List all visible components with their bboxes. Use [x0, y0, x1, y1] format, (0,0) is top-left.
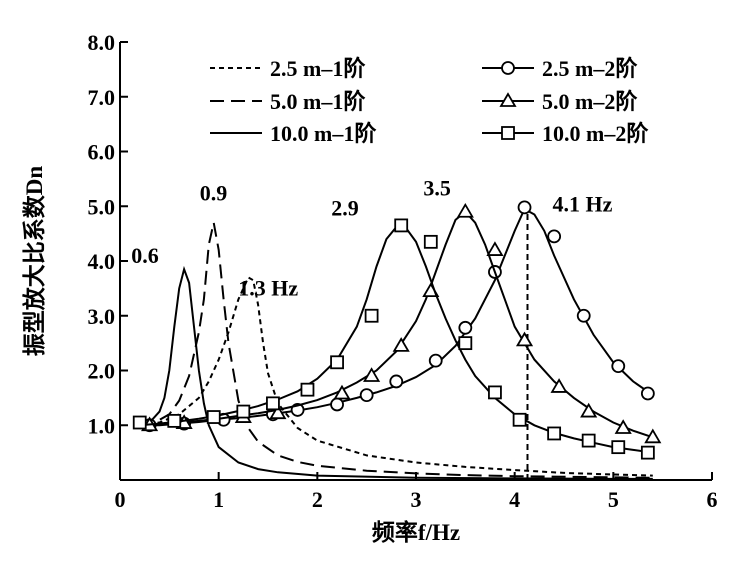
series-2: [139, 222, 653, 479]
circle-marker: [458, 320, 473, 335]
x-tick-label: 2: [312, 487, 323, 512]
series-line: [139, 275, 653, 477]
axes: 0 1 2 3 4 5 6 1.0 2.0 3.0 4.0 5.0 6.0 7.0 8.0: [88, 30, 718, 512]
legend-item: 10.0 m–1阶: [210, 121, 377, 146]
square-marker: [132, 415, 147, 430]
triangle-marker: [456, 202, 474, 218]
square-marker: [640, 445, 655, 460]
series-5: [139, 202, 662, 444]
legend-label: 10.0 m–2阶: [542, 121, 649, 146]
series-3: [139, 265, 653, 480]
annotation-label: 0.6: [131, 243, 159, 268]
y-tick-label: 4.0: [88, 249, 116, 274]
y-tick-label: 3.0: [88, 304, 116, 329]
x-tick-label: 3: [411, 487, 422, 512]
square-marker: [423, 234, 438, 249]
legend-label: 10.0 m–1阶: [270, 121, 377, 146]
square-marker: [458, 336, 473, 351]
legend-item: 5.0 m–2阶: [482, 89, 638, 114]
legend-item: 5.0 m–1阶: [210, 89, 366, 114]
square-marker: [266, 396, 280, 411]
legend-item: 10.0 m–2阶: [482, 121, 649, 146]
legend-circle-marker: [501, 61, 515, 75]
square-marker: [512, 412, 527, 427]
legend-label: 2.5 m–1阶: [270, 56, 366, 81]
series-1: [139, 275, 653, 477]
square-marker: [488, 385, 502, 400]
circle-marker: [611, 359, 626, 374]
x-tick-label: 0: [115, 487, 126, 512]
square-marker: [236, 404, 251, 419]
square-marker: [300, 382, 315, 397]
triangle-marker: [269, 404, 287, 420]
series-line: [139, 265, 653, 480]
annotation-label: 3.5: [423, 176, 451, 201]
circle-marker: [359, 388, 374, 403]
circle-marker: [576, 308, 591, 323]
series-line: [139, 207, 654, 427]
y-tick-label: 2.0: [88, 359, 116, 384]
square-marker: [611, 440, 626, 455]
legend-label: 2.5 m–2阶: [542, 56, 638, 81]
legend-square-marker: [501, 126, 515, 140]
triangle-marker: [486, 241, 504, 256]
legend-label: 5.0 m–1阶: [270, 89, 366, 114]
square-marker: [206, 410, 221, 424]
x-tick-label: 5: [608, 487, 619, 512]
y-tick-label: 7.0: [88, 85, 116, 110]
square-marker: [364, 308, 379, 323]
annotations-group: 0.6 0.9 1.3 Hz 2.9 3.5 4.1 Hz: [131, 176, 612, 301]
triangle-marker: [392, 337, 410, 352]
square-marker: [394, 218, 409, 233]
annotation-label: 4.1 Hz: [553, 191, 613, 216]
annotation-label: 0.9: [200, 181, 228, 206]
triangle-marker: [580, 402, 598, 418]
circle-marker: [330, 397, 344, 412]
circle-marker: [640, 386, 655, 401]
square-marker: [547, 426, 562, 441]
triangle-marker: [550, 378, 568, 393]
y-tick-label: 5.0: [88, 194, 116, 219]
x-axis-label: 频率f/Hz: [372, 519, 460, 545]
legend-item: 2.5 m–2阶: [482, 56, 638, 81]
y-axis-label: 振型放大比系数Dn: [21, 166, 47, 357]
legend-triangle-marker: [499, 92, 517, 107]
square-marker: [167, 413, 182, 428]
y-tick-label: 6.0: [88, 140, 116, 165]
y-tick-label: 8.0: [88, 30, 116, 55]
x-tick-label: 6: [707, 487, 718, 512]
circle-marker: [389, 374, 404, 389]
y-tick-label: 1.0: [88, 413, 116, 438]
series-line: [139, 210, 654, 439]
legend-label: 5.0 m–2阶: [542, 89, 638, 114]
circle-marker: [428, 353, 443, 368]
square-marker: [581, 433, 596, 448]
square-marker: [330, 355, 344, 370]
x-tick-label: 1: [213, 487, 224, 512]
legend: 2.5 m–1阶 5.0 m–1阶 10.0 m–1阶 2.5 m–2阶 5.0 m–2…: [210, 56, 649, 146]
triangle-marker: [644, 428, 662, 444]
circle-marker: [517, 200, 532, 215]
triangle-marker: [515, 331, 534, 347]
annotation-label: 2.9: [331, 195, 359, 220]
series-group: [132, 200, 662, 480]
circle-marker: [547, 229, 562, 244]
series-line: [139, 222, 653, 479]
triangle-marker: [363, 367, 381, 382]
annotation-label: 1.3 Hz: [238, 275, 298, 300]
series-6: [132, 218, 655, 460]
triangle-marker: [614, 419, 632, 434]
legend-item: 2.5 m–1阶: [210, 56, 366, 81]
x-tick-label: 4: [509, 487, 520, 512]
triangle-marker: [333, 384, 351, 400]
